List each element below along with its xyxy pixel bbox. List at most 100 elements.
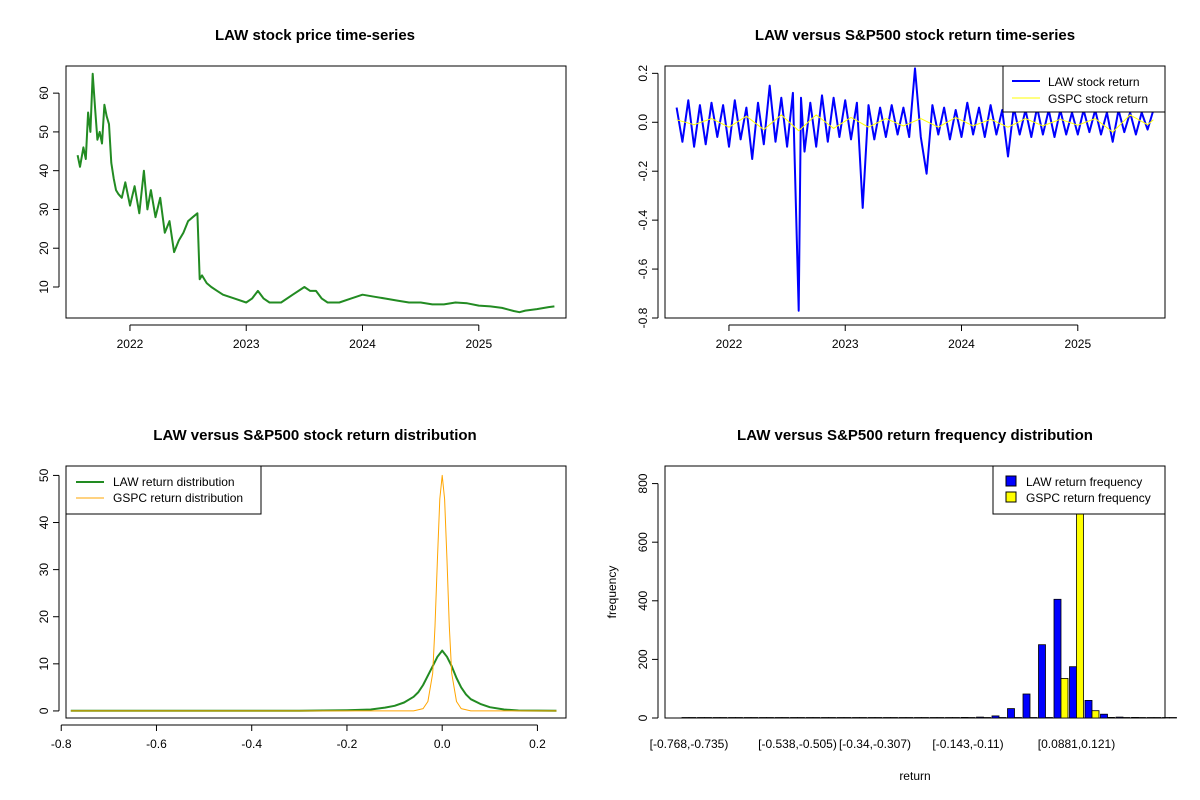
law-return-line — [675, 67, 1155, 312]
gspc-frequency-bar — [967, 717, 976, 719]
y-tick-label: 800 — [636, 473, 650, 493]
gspc-frequency-bar — [1122, 717, 1131, 719]
x-tick-label: -0.6 — [146, 737, 167, 751]
law-frequency-bar — [960, 717, 969, 719]
y-tick-label: 0.2 — [636, 65, 650, 82]
histogram-y-axis-label: frequency — [605, 566, 619, 619]
gspc-frequency-bar — [936, 717, 945, 719]
gspc-frequency-bar — [1169, 717, 1177, 719]
x-tick-label: 0.0 — [434, 737, 451, 751]
x-tick-label: 2025 — [465, 337, 492, 351]
histogram-panel: LAW versus S&P500 return frequency distr… — [605, 427, 1177, 783]
y-tick-label: 20 — [37, 610, 51, 624]
y-tick-label: -0.4 — [636, 209, 650, 230]
y-tick-label: 200 — [636, 649, 650, 669]
price-chart-title: LAW stock price time-series — [215, 27, 415, 44]
histogram-marks: 0 200 400 600 800 [-0.768,-0.735) [-0.538,-0.5… — [636, 473, 1177, 751]
gspc-frequency-bar — [735, 717, 743, 719]
x-tick-label: 2024 — [948, 337, 975, 351]
law-frequency-bar — [1007, 708, 1015, 719]
gspc-frequency-bar — [812, 717, 821, 719]
gspc-frequency-bar — [952, 717, 960, 719]
gspc-frequency-bar — [1091, 710, 1100, 719]
law-frequency-bar — [1100, 713, 1108, 719]
x-tick-label: [-0.34,-0.307) — [839, 737, 911, 751]
x-tick-label: [-0.143,-0.11) — [932, 737, 1003, 751]
gspc-return-line — [676, 114, 1154, 133]
y-tick-label: 30 — [37, 563, 51, 577]
law-frequency-bar — [697, 717, 705, 719]
returns-timeseries-panel: LAW versus S&P500 stock return time-seri… — [636, 27, 1166, 351]
gspc-frequency-bar — [1076, 512, 1084, 719]
law-frequency-bar — [805, 717, 814, 719]
gspc-frequency-bar — [1107, 717, 1115, 719]
histogram-legend-gspc-label: GSPC return frequency — [1026, 491, 1151, 505]
y-tick-label: 10 — [37, 657, 51, 671]
law-frequency-bar — [1131, 717, 1139, 719]
law-frequency-bar — [1146, 717, 1155, 719]
law-frequency-bar — [712, 717, 721, 719]
gspc-frequency-bar — [1138, 717, 1146, 719]
price-timeseries-panel: LAW stock price time-series 2022 2023 2024… — [37, 27, 567, 351]
gspc-frequency-bar — [828, 717, 836, 719]
x-tick-label: -0.2 — [337, 737, 358, 751]
law-frequency-bar — [929, 717, 938, 719]
y-tick-label: 30 — [37, 202, 51, 216]
histogram-legend-gspc-swatch — [1005, 491, 1017, 503]
law-frequency-bar — [883, 717, 891, 719]
x-tick-label: [-0.538,-0.505) — [758, 737, 837, 751]
gspc-frequency-bar — [797, 717, 805, 719]
y-tick-label: 400 — [636, 590, 650, 610]
gspc-frequency-bar — [843, 717, 852, 719]
returns-marks: 2022 2023 2024 2025 -0.8 -0.6 -0.4 -0.2 0.0 0.2 — [636, 65, 1155, 351]
gspc-frequency-bar — [859, 717, 867, 719]
density-legend-law-label: LAW return distribution — [113, 475, 235, 489]
law-frequency-bar — [728, 717, 736, 719]
y-tick-label: -0.8 — [636, 307, 650, 328]
returns-chart-title: LAW versus S&P500 stock return time-seri… — [755, 27, 1075, 44]
x-tick-label: [0.0881,0.121) — [1038, 737, 1115, 751]
density-chart-title: LAW versus S&P500 stock return distribut… — [153, 427, 476, 444]
law-frequency-bar — [867, 717, 876, 719]
law-frequency-bar — [759, 717, 767, 719]
y-tick-label: 50 — [37, 125, 51, 139]
law-frequency-bar — [1053, 598, 1062, 719]
gspc-frequency-bar — [719, 717, 728, 719]
y-tick-label: 60 — [37, 86, 51, 100]
x-tick-label: -0.8 — [51, 737, 72, 751]
x-tick-label: 2023 — [832, 337, 859, 351]
histogram-x-axis-label: return — [899, 769, 930, 783]
gspc-frequency-bar — [688, 717, 697, 719]
density-panel: LAW versus S&P500 stock return distribut… — [37, 427, 567, 751]
returns-legend-box — [1002, 65, 1166, 113]
gspc-frequency-bar — [890, 717, 898, 719]
gspc-frequency-bar — [766, 717, 774, 719]
x-tick-label: -0.4 — [241, 737, 262, 751]
y-tick-label: 50 — [37, 468, 51, 482]
density-plot-frame — [65, 465, 567, 719]
y-tick-label: 20 — [37, 241, 51, 255]
gspc-frequency-bar — [1014, 717, 1022, 719]
density-legend: LAW return distribution GSPC return dist… — [65, 465, 262, 515]
price-marks: 2022 2023 2024 2025 10 20 30 40 50 60 — [37, 72, 555, 351]
y-tick-label: 40 — [37, 164, 51, 178]
x-tick-label: 0.2 — [529, 737, 546, 751]
law-price-line — [76, 72, 555, 314]
y-tick-label: 0.0 — [636, 114, 650, 131]
gspc-frequency-bar — [998, 717, 1007, 719]
law-frequency-bar — [743, 717, 752, 719]
gspc-frequency-bar — [750, 717, 759, 719]
gspc-frequency-bar — [781, 717, 790, 719]
law-frequency-bar — [898, 717, 907, 719]
law-frequency-bar — [1084, 700, 1093, 719]
x-tick-label: [-0.768,-0.735) — [650, 737, 729, 751]
histogram-legend-box — [992, 465, 1166, 515]
gspc-frequency-bar — [1060, 678, 1069, 719]
law-frequency-bar — [821, 717, 829, 719]
density-legend-gspc-label: GSPC return distribution — [113, 491, 243, 505]
gspc-frequency-bar — [1045, 717, 1053, 719]
law-frequency-bar — [914, 717, 922, 719]
law-frequency-bar — [852, 717, 860, 719]
returns-legend: LAW stock return GSPC stock return — [1002, 65, 1166, 113]
